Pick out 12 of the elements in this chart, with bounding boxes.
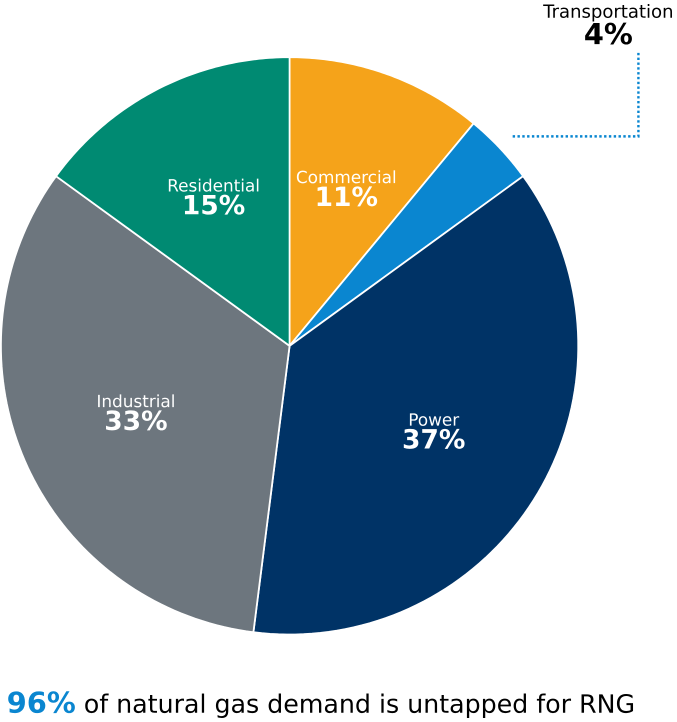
slice-label: Commercial <box>296 170 395 184</box>
data-label: 37% <box>404 428 464 449</box>
slice-label: Power <box>410 413 459 426</box>
data-label: 15% <box>184 194 244 215</box>
text: 96% <box>8 691 75 714</box>
slice-label: Transportation <box>542 4 672 22</box>
data-label: 4% <box>584 22 632 45</box>
data-label: 33% <box>106 410 167 430</box>
slice-label: Industrial <box>98 394 174 408</box>
slice-label: Residential <box>168 178 258 192</box>
data-label: 11% <box>317 186 377 206</box>
text: of natural gas demand is untapped for RNG <box>84 694 633 718</box>
